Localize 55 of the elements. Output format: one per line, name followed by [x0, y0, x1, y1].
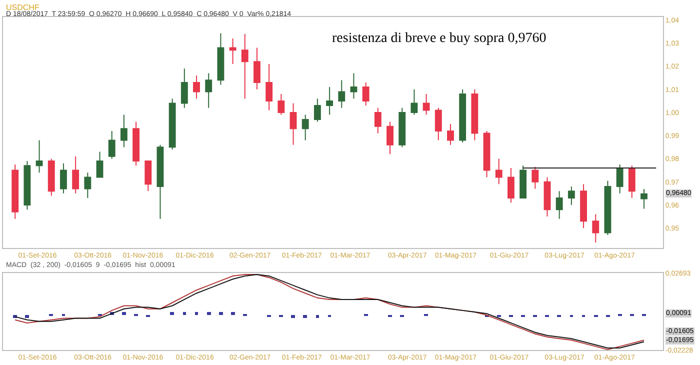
candlestick [640, 188, 648, 210]
candlestick [12, 164, 19, 220]
candlestick [266, 63, 273, 111]
candlestick [132, 121, 140, 166]
candlestick [302, 114, 309, 141]
candlestick [278, 94, 285, 116]
candlestick [48, 158, 55, 196]
candlestick [326, 86, 334, 116]
candlestick [447, 124, 454, 146]
candlestick [628, 165, 636, 199]
chart-title: USDCHF [6, 3, 40, 12]
candlestick [520, 165, 527, 199]
candlestick [410, 88, 418, 116]
candlestick [362, 82, 370, 106]
candlestick [556, 190, 563, 220]
candlestick [532, 166, 539, 190]
candlestick [24, 160, 31, 210]
candlestick [254, 47, 260, 90]
candlestick [120, 114, 128, 148]
candlestick [544, 176, 551, 218]
candlestick [241, 33, 248, 100]
candlestick [471, 88, 478, 141]
candlestick [398, 107, 406, 148]
candlestick [84, 172, 92, 199]
candlestick [193, 75, 200, 100]
candlestick [568, 186, 575, 206]
candlestick [434, 107, 442, 141]
candlestick [422, 94, 430, 116]
annotation: resistenza di breve e buy sopra 0,9760 [332, 31, 546, 46]
candlestick [592, 214, 600, 243]
candlestick [72, 156, 80, 194]
candlestick [168, 98, 176, 150]
candlestick [60, 162, 67, 194]
candlestick [580, 184, 587, 229]
candlestick [144, 160, 152, 192]
candlestick [314, 98, 321, 122]
candlestick [483, 130, 490, 178]
candlestick [374, 107, 382, 134]
candlestick [217, 32, 224, 86]
candlestick [338, 80, 346, 108]
candlestick [96, 151, 104, 178]
candlestick [229, 38, 236, 64]
candlestick [616, 164, 624, 194]
candlestick [350, 72, 358, 100]
candlestick [156, 144, 164, 220]
candlestick [508, 167, 514, 204]
candlestick [495, 158, 502, 185]
candlestick [108, 130, 116, 160]
candlestick [386, 121, 394, 155]
candlestick [180, 68, 188, 108]
candlestick [290, 102, 297, 146]
candlestick [459, 88, 466, 144]
candlestick [36, 140, 43, 174]
candlestick [205, 72, 212, 108]
candlestick [604, 180, 612, 236]
